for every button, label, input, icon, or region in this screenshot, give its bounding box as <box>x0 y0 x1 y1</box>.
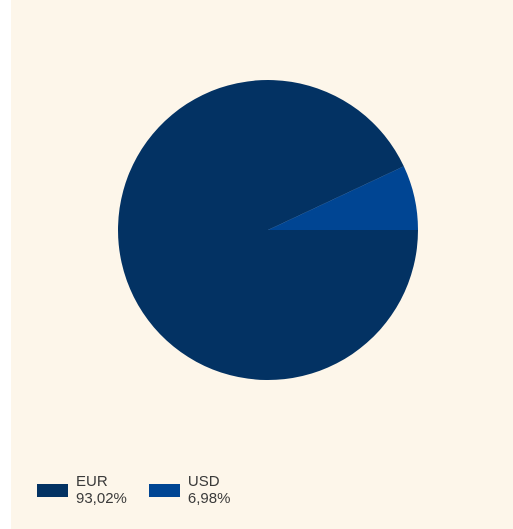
legend: EUR 93,02% USD 6,98% <box>37 473 252 507</box>
legend-item-eur: EUR 93,02% <box>37 473 127 507</box>
pie-slice-eur <box>118 80 418 381</box>
legend-label-usd: USD <box>187 473 220 490</box>
pie-chart <box>118 80 419 381</box>
legend-value-eur: 93,02% <box>76 490 127 507</box>
pie-slice-usd <box>268 166 419 230</box>
legend-item-usd: USD 6,98% <box>148 473 231 507</box>
chart-panel: EUR 93,02% USD 6,98% <box>11 0 513 529</box>
legend-value-usd: 6,98% <box>187 490 231 507</box>
legend-swatch-eur <box>37 483 68 497</box>
legend-label-eur: EUR <box>76 473 108 490</box>
legend-swatch-usd <box>148 483 180 497</box>
